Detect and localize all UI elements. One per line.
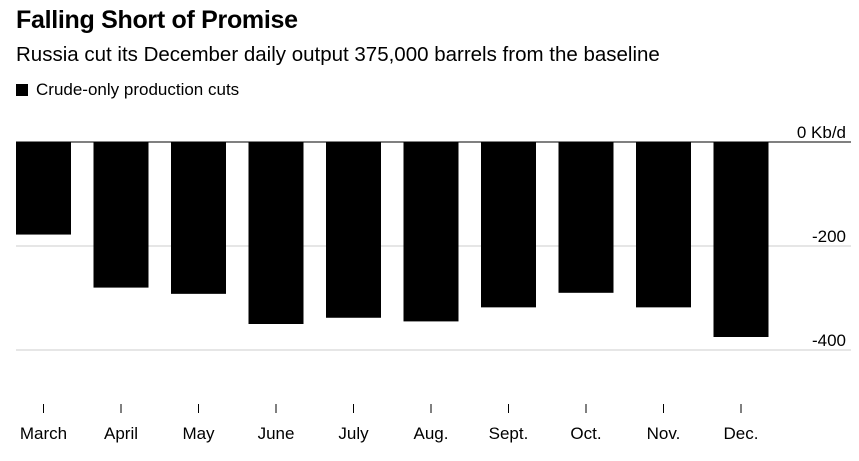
legend-swatch [16, 84, 28, 96]
x-tick-label: March [20, 424, 67, 443]
x-tick-label: May [182, 424, 215, 443]
x-tick-label: Oct. [570, 424, 601, 443]
y-tick-label: 0 Kb/d [797, 123, 846, 142]
y-tick-label: -200 [812, 227, 846, 246]
x-axis: March April May June July Aug. Sept. Oct. Nov. De… [20, 404, 759, 443]
x-tick-label: July [338, 424, 369, 443]
bar [326, 142, 381, 318]
bar [93, 142, 149, 288]
legend-label: Crude-only production cuts [36, 80, 240, 99]
x-tick-label: April [104, 424, 138, 443]
x-tick-label: Sept. [489, 424, 529, 443]
bar [713, 142, 769, 337]
x-tick-label: Aug. [414, 424, 449, 443]
y-tick-label: -400 [812, 331, 846, 350]
x-tick-label: June [258, 424, 295, 443]
bar [403, 142, 459, 322]
bar [636, 142, 691, 308]
bar [16, 142, 71, 235]
bar [248, 142, 304, 324]
bar [481, 142, 536, 308]
y-axis: 0 Kb/d -200 -400 [797, 123, 846, 350]
bar [171, 142, 226, 294]
x-tick-label: Dec. [724, 424, 759, 443]
chart-title: Falling Short of Promise [16, 6, 298, 34]
legend: Crude-only production cuts [16, 80, 239, 100]
bars [16, 142, 769, 337]
x-tick-label: Nov. [647, 424, 681, 443]
chart-subtitle: Russia cut its December daily output 375… [16, 43, 660, 66]
bar [558, 142, 614, 293]
